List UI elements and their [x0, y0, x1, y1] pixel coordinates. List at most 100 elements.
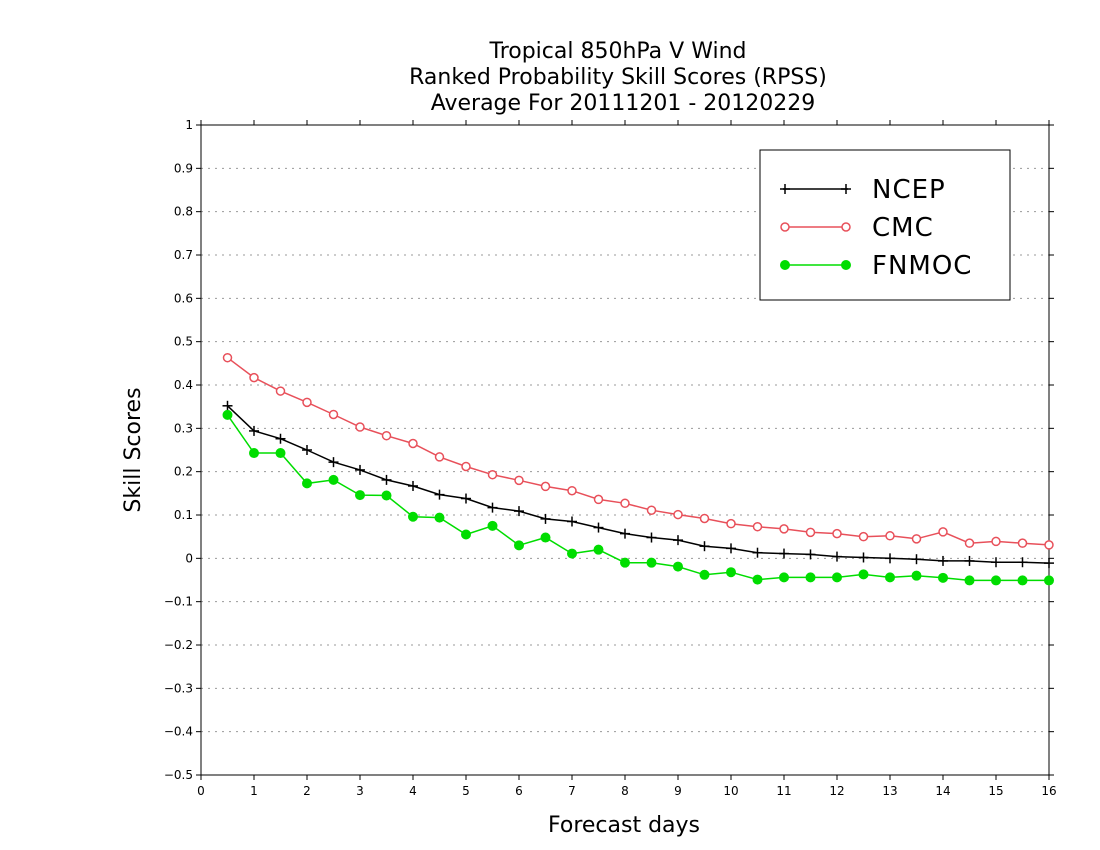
x-tick-label: 2 — [303, 784, 311, 798]
x-tick-label: 4 — [409, 784, 417, 798]
data-point-plus — [249, 425, 259, 436]
data-point-open-circle — [911, 534, 922, 544]
data-point-open-circle — [487, 469, 498, 480]
y-tick-label: 0.9 — [174, 161, 193, 175]
data-point-open-circle — [620, 498, 630, 509]
data-point-open-circle — [646, 505, 657, 515]
x-tick-label: 0 — [197, 784, 205, 798]
data-point-open-circle — [328, 409, 339, 420]
series-ncep — [222, 400, 1054, 569]
x-tick-label: 9 — [674, 784, 682, 798]
y-tick-label: 0 — [185, 551, 193, 565]
data-point-plus — [620, 528, 630, 539]
data-point-filled-circle — [408, 511, 418, 522]
data-point-filled-circle — [249, 448, 259, 459]
data-point-plus — [841, 184, 851, 194]
data-point-open-circle — [858, 531, 869, 542]
data-point-filled-circle — [991, 575, 1001, 586]
data-point-filled-circle — [780, 260, 790, 270]
data-point-filled-circle — [275, 448, 286, 459]
data-point-open-circle — [780, 222, 790, 232]
y-tick-label: −0.1 — [164, 595, 193, 609]
data-point-plus — [328, 457, 339, 468]
data-point-plus — [964, 555, 975, 566]
data-point-plus — [646, 532, 657, 543]
data-point-plus — [275, 433, 286, 444]
data-point-plus — [911, 554, 922, 565]
data-point-plus — [752, 547, 763, 558]
legend-label-cmc: CMC — [872, 213, 934, 243]
axis-ticks: −0.5 −0.4 −0.3 −0.2 −0.1 0 0.1 0.2 0.3 0.4 0.5 0.6 0… — [164, 118, 1057, 798]
legend-item-fnmoc: FNMOC — [780, 251, 971, 281]
series-line-fnmoc — [226, 414, 1049, 582]
data-point-filled-circle — [540, 532, 551, 543]
grid — [201, 167, 1049, 733]
data-point-filled-circle — [646, 557, 657, 568]
data-point-plus — [540, 513, 551, 524]
data-point-open-circle — [381, 430, 392, 441]
data-point-plus — [1044, 558, 1054, 569]
data-point-open-circle — [408, 438, 418, 449]
data-point-open-circle — [779, 524, 789, 534]
data-point-plus — [461, 493, 471, 504]
data-point-filled-circle — [858, 569, 869, 580]
series-cmc — [222, 352, 1054, 550]
y-tick-label: 0.3 — [174, 421, 193, 435]
data-point-plus — [673, 535, 683, 546]
data-point-filled-circle — [567, 548, 577, 559]
data-point-open-circle — [699, 513, 710, 524]
data-point-open-circle — [222, 352, 233, 363]
legend: NCEP CMC FNMOC — [759, 149, 1011, 301]
data-point-open-circle — [938, 527, 948, 537]
x-tick-label: 16 — [1041, 784, 1056, 798]
series-line-ncep — [226, 405, 1050, 564]
legend-item-cmc: CMC — [780, 213, 934, 243]
x-tick-label: 10 — [723, 784, 738, 798]
data-point-open-circle — [885, 531, 895, 541]
y-tick-label: 0.2 — [174, 465, 193, 479]
legend-items: NCEP CMC FNMOC — [780, 175, 971, 281]
data-point-plus — [1017, 557, 1028, 568]
x-tick-label: 13 — [882, 784, 897, 798]
data-point-open-circle — [249, 372, 259, 383]
x-tick-label: 12 — [829, 784, 844, 798]
x-tick-label: 3 — [356, 784, 364, 798]
y-tick-label: 0.6 — [174, 291, 193, 305]
y-tick-label: 0.7 — [174, 248, 193, 262]
data-point-plus — [408, 480, 418, 491]
data-point-filled-circle — [885, 572, 895, 583]
data-point-filled-circle — [805, 572, 816, 583]
data-point-open-circle — [434, 452, 445, 462]
data-point-filled-circle — [726, 567, 736, 578]
chart-title-line-3: Average For 20111201 - 20120229 — [431, 91, 816, 116]
x-tick-label: 5 — [462, 784, 470, 798]
data-point-open-circle — [991, 536, 1001, 547]
x-tick-label: 7 — [568, 784, 576, 798]
data-point-filled-circle — [222, 409, 233, 420]
data-point-plus — [222, 400, 233, 411]
data-point-open-circle — [752, 521, 763, 532]
data-point-plus — [726, 543, 736, 554]
data-point-plus — [434, 489, 445, 500]
data-point-plus — [593, 522, 604, 533]
data-point-filled-circle — [699, 569, 710, 580]
x-tick-label: 1 — [250, 784, 258, 798]
data-point-plus — [381, 474, 392, 485]
data-point-filled-circle — [964, 575, 975, 586]
x-axis-label: Forecast days — [548, 813, 700, 838]
legend-item-ncep: NCEP — [780, 175, 946, 205]
data-point-filled-circle — [620, 557, 630, 568]
data-point-open-circle — [841, 222, 851, 232]
data-point-open-circle — [1044, 540, 1054, 550]
data-point-filled-circle — [355, 490, 365, 501]
y-axis-label: Skill Scores — [121, 387, 146, 512]
data-point-filled-circle — [381, 490, 392, 501]
y-tick-label: −0.2 — [164, 638, 193, 652]
legend-label-ncep: NCEP — [872, 175, 946, 205]
y-tick-label: 0.8 — [174, 205, 193, 219]
data-point-plus — [780, 184, 790, 194]
data-point-plus — [567, 516, 577, 527]
data-point-filled-circle — [841, 260, 851, 270]
data-point-open-circle — [726, 518, 736, 529]
y-tick-label: 1 — [185, 118, 193, 132]
